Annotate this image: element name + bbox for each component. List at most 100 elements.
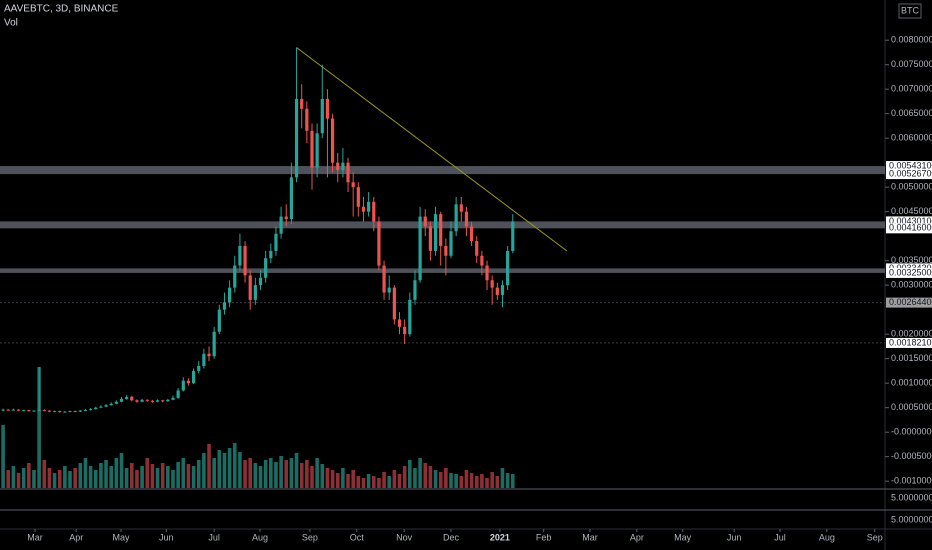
price-label-box — [886, 267, 932, 278]
candle-body — [243, 245, 247, 276]
x-tick-label: Feb — [536, 532, 552, 542]
volume-bar — [320, 464, 325, 488]
candle-body — [32, 410, 36, 412]
candle-body — [130, 396, 134, 401]
candle-body — [469, 226, 474, 242]
candle-body — [459, 204, 463, 212]
candle-body — [135, 400, 139, 402]
candle-body — [418, 216, 422, 281]
volume-bar — [227, 448, 232, 488]
volume-bar — [238, 452, 242, 488]
candle-body — [444, 245, 448, 256]
y-tick-label: -0.00050000 — [891, 451, 932, 461]
volume-bar — [505, 473, 510, 488]
volume-bar — [408, 460, 412, 488]
candle-body — [490, 280, 494, 288]
x-tick-label: Nov — [396, 532, 413, 542]
x-tick-label: Aug — [819, 532, 835, 542]
volume-bar — [480, 474, 484, 488]
candle-body — [161, 400, 165, 402]
volume-bar — [495, 476, 500, 488]
candle-body — [222, 302, 227, 310]
volume-bar — [351, 470, 355, 488]
candle-body — [315, 133, 319, 168]
candle-body — [68, 411, 72, 413]
price-label: 0.00334200 — [889, 263, 932, 273]
candle-body — [361, 206, 366, 212]
volume-bar — [232, 443, 237, 488]
candle-body — [423, 216, 427, 227]
volume-bar — [469, 473, 474, 488]
volume-bar — [263, 460, 268, 488]
volume-bar — [196, 460, 201, 488]
volume-bar — [186, 464, 191, 488]
candle-body — [109, 403, 113, 406]
volume-bar — [104, 460, 108, 488]
candle-body — [197, 366, 201, 371]
volume-bar — [474, 476, 479, 488]
candle-body — [300, 98, 304, 109]
volume-bar — [294, 453, 299, 488]
volume-bar — [129, 463, 134, 488]
candle-body — [346, 162, 350, 183]
candle-body — [150, 400, 154, 402]
candle-body — [258, 277, 263, 286]
candle-body — [114, 401, 118, 404]
candle-body — [248, 275, 252, 300]
volume-bar — [289, 458, 294, 488]
volume-bar — [428, 466, 433, 488]
volume-bar — [274, 462, 278, 488]
price-label-box — [886, 297, 932, 308]
volume-bar — [171, 470, 175, 488]
candle-body — [511, 221, 515, 251]
candle-body — [294, 98, 299, 178]
volume-bar — [371, 476, 376, 488]
candle-body — [37, 410, 41, 412]
candle-body — [269, 250, 273, 259]
volume-bar — [258, 466, 263, 488]
price-label: 0.00543100 — [889, 160, 932, 170]
candle-body — [382, 265, 386, 293]
pane-scale-label: 5.00000000 — [891, 492, 932, 502]
volume-bar — [500, 468, 505, 488]
volume-bar — [124, 468, 129, 488]
volume-bar — [423, 463, 428, 488]
candle-body — [413, 280, 417, 300]
candle-body — [433, 214, 438, 251]
candle-body — [403, 326, 407, 335]
candle-body — [377, 221, 381, 266]
volume-bar — [387, 476, 392, 488]
candle-body — [212, 331, 216, 357]
price-label-box — [886, 337, 932, 348]
volume-bar — [413, 468, 417, 488]
candle-body — [428, 226, 433, 251]
currency-box[interactable] — [898, 3, 922, 19]
volume-bar — [181, 458, 186, 488]
candle-body — [320, 98, 324, 134]
candle-body — [480, 255, 484, 266]
x-tick-label: Aug — [252, 532, 268, 542]
candle-body — [16, 409, 21, 411]
price-label: 0.00416000 — [889, 223, 932, 233]
candle-body — [78, 410, 82, 412]
volume-bar — [83, 458, 88, 488]
candle-body — [289, 177, 293, 220]
candle-body — [397, 319, 402, 327]
volume-bar — [42, 460, 47, 488]
volume-bar — [392, 470, 397, 488]
candle-body — [83, 410, 88, 412]
x-tick-label: May — [112, 532, 130, 542]
candle-body — [475, 241, 479, 256]
currency-label: BTC — [901, 5, 920, 15]
x-tick-label: Mar — [27, 532, 43, 542]
candle-body — [387, 287, 391, 293]
volume-bar — [47, 468, 52, 488]
volume-bar — [248, 458, 253, 488]
volume-bar — [166, 466, 170, 488]
volume-bar — [459, 476, 464, 488]
candle-body — [233, 265, 237, 288]
